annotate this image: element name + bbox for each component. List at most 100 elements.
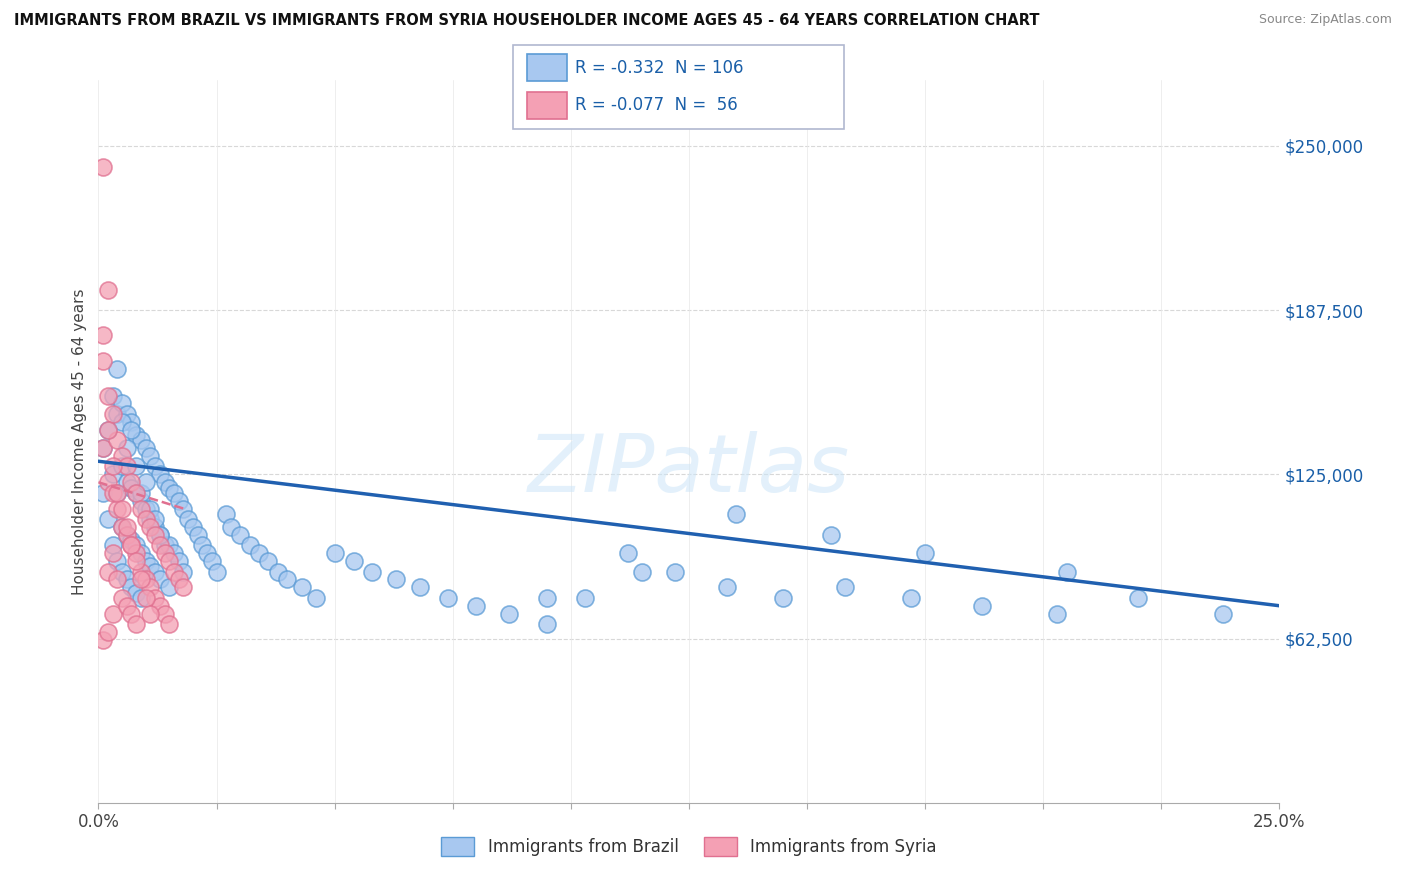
Point [323, 546, 346, 560]
Point [205, 565, 228, 579]
Point [257, 554, 280, 568]
Point [139, 512, 162, 526]
Text: R = -0.332  N = 106: R = -0.332 N = 106 [575, 59, 744, 77]
Point [149, 599, 172, 613]
Point [195, 546, 218, 560]
Point [115, 573, 138, 587]
Point [1212, 607, 1234, 621]
Text: ZIPatlas: ZIPatlas [527, 432, 851, 509]
Point [616, 546, 638, 560]
Point [139, 607, 162, 621]
Point [121, 538, 143, 552]
Point [91, 328, 114, 343]
Point [143, 528, 166, 542]
Point [725, 507, 748, 521]
Point [181, 520, 204, 534]
Point [342, 554, 364, 568]
Point [121, 580, 143, 594]
Point [157, 580, 180, 594]
Point [115, 441, 138, 455]
Point [437, 591, 460, 605]
Point [772, 591, 794, 605]
Text: R = -0.077  N =  56: R = -0.077 N = 56 [575, 96, 738, 114]
Point [191, 538, 214, 552]
Point [201, 554, 224, 568]
Point [125, 485, 148, 500]
Point [101, 467, 124, 482]
Point [101, 388, 124, 402]
Point [101, 459, 124, 474]
Point [125, 428, 148, 442]
Point [135, 441, 157, 455]
Point [91, 354, 114, 368]
Point [91, 485, 114, 500]
Point [105, 362, 128, 376]
Point [630, 565, 652, 579]
Point [105, 573, 128, 587]
Point [115, 599, 138, 613]
Point [157, 538, 180, 552]
Point [385, 573, 408, 587]
Point [111, 591, 134, 605]
Point [139, 580, 162, 594]
Point [125, 546, 148, 560]
Point [115, 475, 138, 490]
Point [111, 459, 134, 474]
Point [229, 528, 252, 542]
Point [163, 565, 186, 579]
Text: IMMIGRANTS FROM BRAZIL VS IMMIGRANTS FROM SYRIA HOUSEHOLDER INCOME AGES 45 - 64 : IMMIGRANTS FROM BRAZIL VS IMMIGRANTS FRO… [14, 13, 1039, 29]
Point [97, 284, 120, 298]
Point [163, 485, 186, 500]
Point [105, 485, 128, 500]
Point [153, 607, 176, 621]
Point [121, 607, 143, 621]
Point [101, 607, 124, 621]
Point [187, 528, 209, 542]
Point [111, 520, 134, 534]
Point [1056, 565, 1078, 579]
Point [91, 441, 114, 455]
Point [172, 565, 194, 579]
Point [111, 415, 134, 429]
Point [105, 554, 128, 568]
Point [121, 415, 143, 429]
Point [115, 520, 138, 534]
Point [125, 554, 148, 568]
Point [153, 538, 176, 552]
Point [361, 565, 384, 579]
Point [125, 485, 148, 500]
Point [111, 449, 134, 463]
Point [135, 512, 157, 526]
Point [105, 501, 128, 516]
Point [167, 493, 190, 508]
Point [101, 538, 124, 552]
Point [121, 475, 143, 490]
Point [1126, 591, 1149, 605]
Point [536, 591, 558, 605]
Point [139, 520, 162, 534]
Point [91, 160, 114, 174]
Point [135, 501, 157, 516]
Point [125, 538, 148, 552]
Point [97, 512, 120, 526]
Point [91, 441, 114, 455]
Point [97, 423, 120, 437]
Point [139, 449, 162, 463]
Point [97, 625, 120, 640]
Point [135, 554, 157, 568]
Point [219, 520, 242, 534]
Point [97, 423, 120, 437]
Point [834, 580, 856, 594]
Point [247, 546, 270, 560]
Point [121, 481, 143, 495]
Point [143, 591, 166, 605]
Point [111, 501, 134, 516]
Point [139, 559, 162, 574]
Point [105, 407, 128, 421]
Point [129, 501, 152, 516]
Point [157, 481, 180, 495]
Point [125, 617, 148, 632]
Point [115, 459, 138, 474]
Y-axis label: Householder Income Ages 45 - 64 years: Householder Income Ages 45 - 64 years [72, 288, 87, 595]
Point [129, 434, 152, 448]
